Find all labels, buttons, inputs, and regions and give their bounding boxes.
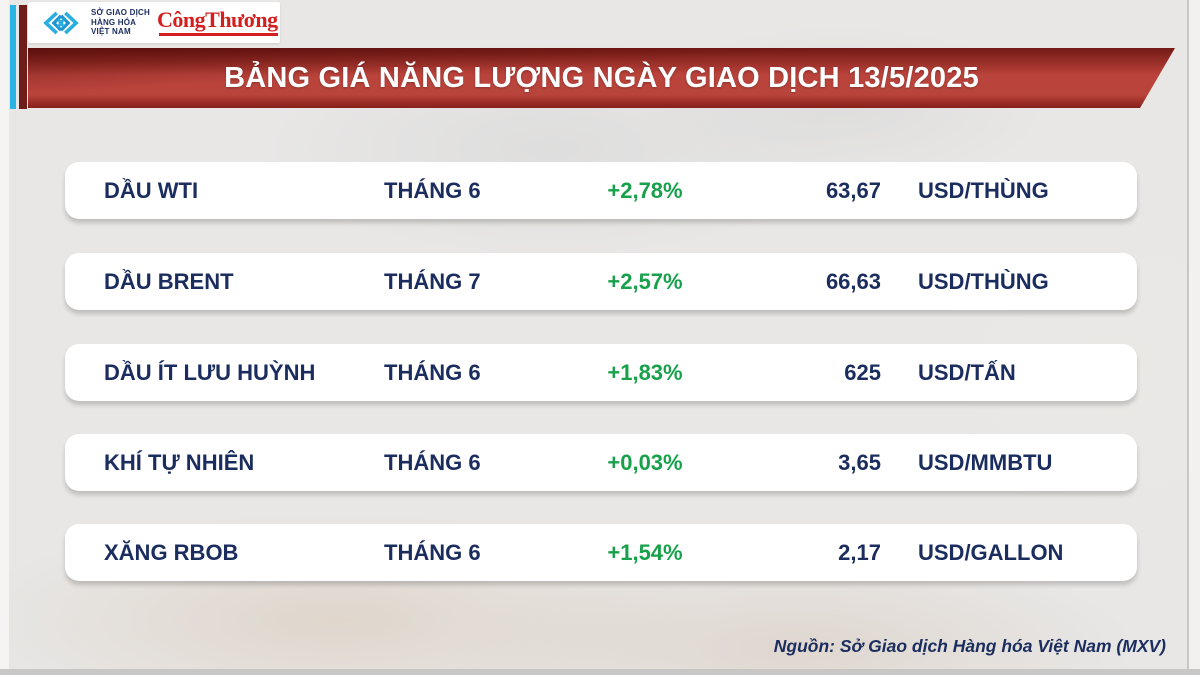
change-percent: +1,83%	[607, 359, 683, 385]
logo-box: SỞ GIAO DỊCH HÀNG HÓA VIỆT NAM CôngThươn…	[28, 2, 280, 43]
left-edge-band	[0, 0, 9, 675]
price-unit: USD/THÙNG	[918, 268, 1049, 294]
price-unit: USD/MMBTU	[918, 449, 1053, 475]
commodity-name: DẦU ÍT LƯU HUỲNH	[104, 359, 316, 385]
title-banner: BẢNG GIÁ NĂNG LƯỢNG NGÀY GIAO DỊCH 13/5/…	[28, 48, 1175, 108]
table-row: XĂNG RBOB THÁNG 6 +1,54% 2,17 USD/GALLON	[65, 524, 1137, 581]
mxv-logo-name: SỞ GIAO DỊCH HÀNG HÓA VIỆT NAM	[91, 8, 150, 36]
price-unit: USD/GALLON	[918, 539, 1064, 565]
contract-month: THÁNG 6	[384, 359, 481, 385]
commodity-name: DẦU BRENT	[104, 268, 234, 294]
table-row: DẦU ÍT LƯU HUỲNH THÁNG 6 +1,83% 625 USD/…	[65, 344, 1137, 401]
commodity-name: KHÍ TỰ NHIÊN	[104, 449, 255, 475]
price-value: 625	[844, 359, 881, 385]
price-value: 3,65	[838, 449, 881, 475]
contract-month: THÁNG 7	[384, 268, 481, 294]
price-unit: USD/THÙNG	[918, 177, 1049, 203]
contract-month: THÁNG 6	[384, 449, 481, 475]
maroon-accent-stripe	[19, 5, 27, 109]
source-credit: Nguồn: Sở Giao dịch Hàng hóa Việt Nam (M…	[773, 636, 1166, 656]
bottom-edge-line	[0, 669, 1200, 675]
mxv-name-line2: HÀNG HÓA	[91, 17, 137, 27]
change-percent: +0,03%	[607, 449, 683, 475]
mxv-diamond-chevrons-icon	[38, 9, 84, 37]
change-percent: +2,57%	[607, 268, 683, 294]
page-title: BẢNG GIÁ NĂNG LƯỢNG NGÀY GIAO DỊCH 13/5/…	[224, 61, 979, 94]
price-unit: USD/TẤN	[918, 359, 1016, 385]
contract-month: THÁNG 6	[384, 177, 481, 203]
commodity-name: XĂNG RBOB	[104, 539, 239, 565]
table-row: DẦU WTI THÁNG 6 +2,78% 63,67 USD/THÙNG	[65, 162, 1137, 219]
table-row: KHÍ TỰ NHIÊN THÁNG 6 +0,03% 3,65 USD/MMB…	[65, 434, 1137, 491]
price-value: 2,17	[838, 539, 881, 565]
table-row: DẦU BRENT THÁNG 7 +2,57% 66,63 USD/THÙNG	[65, 253, 1137, 310]
congthuong-logo: CôngThương	[157, 9, 278, 36]
right-edge-band	[1187, 0, 1200, 675]
commodity-name: DẦU WTI	[104, 177, 199, 203]
price-value: 63,67	[825, 177, 881, 203]
change-percent: +2,78%	[607, 177, 683, 203]
price-value: 66,63	[825, 268, 881, 294]
mxv-name-line3: VIỆT NAM	[91, 27, 131, 37]
change-percent: +1,54%	[607, 539, 683, 565]
contract-month: THÁNG 6	[384, 539, 481, 565]
mxv-name-line1: SỞ GIAO DỊCH	[91, 8, 151, 18]
cyan-accent-stripe	[10, 5, 16, 109]
